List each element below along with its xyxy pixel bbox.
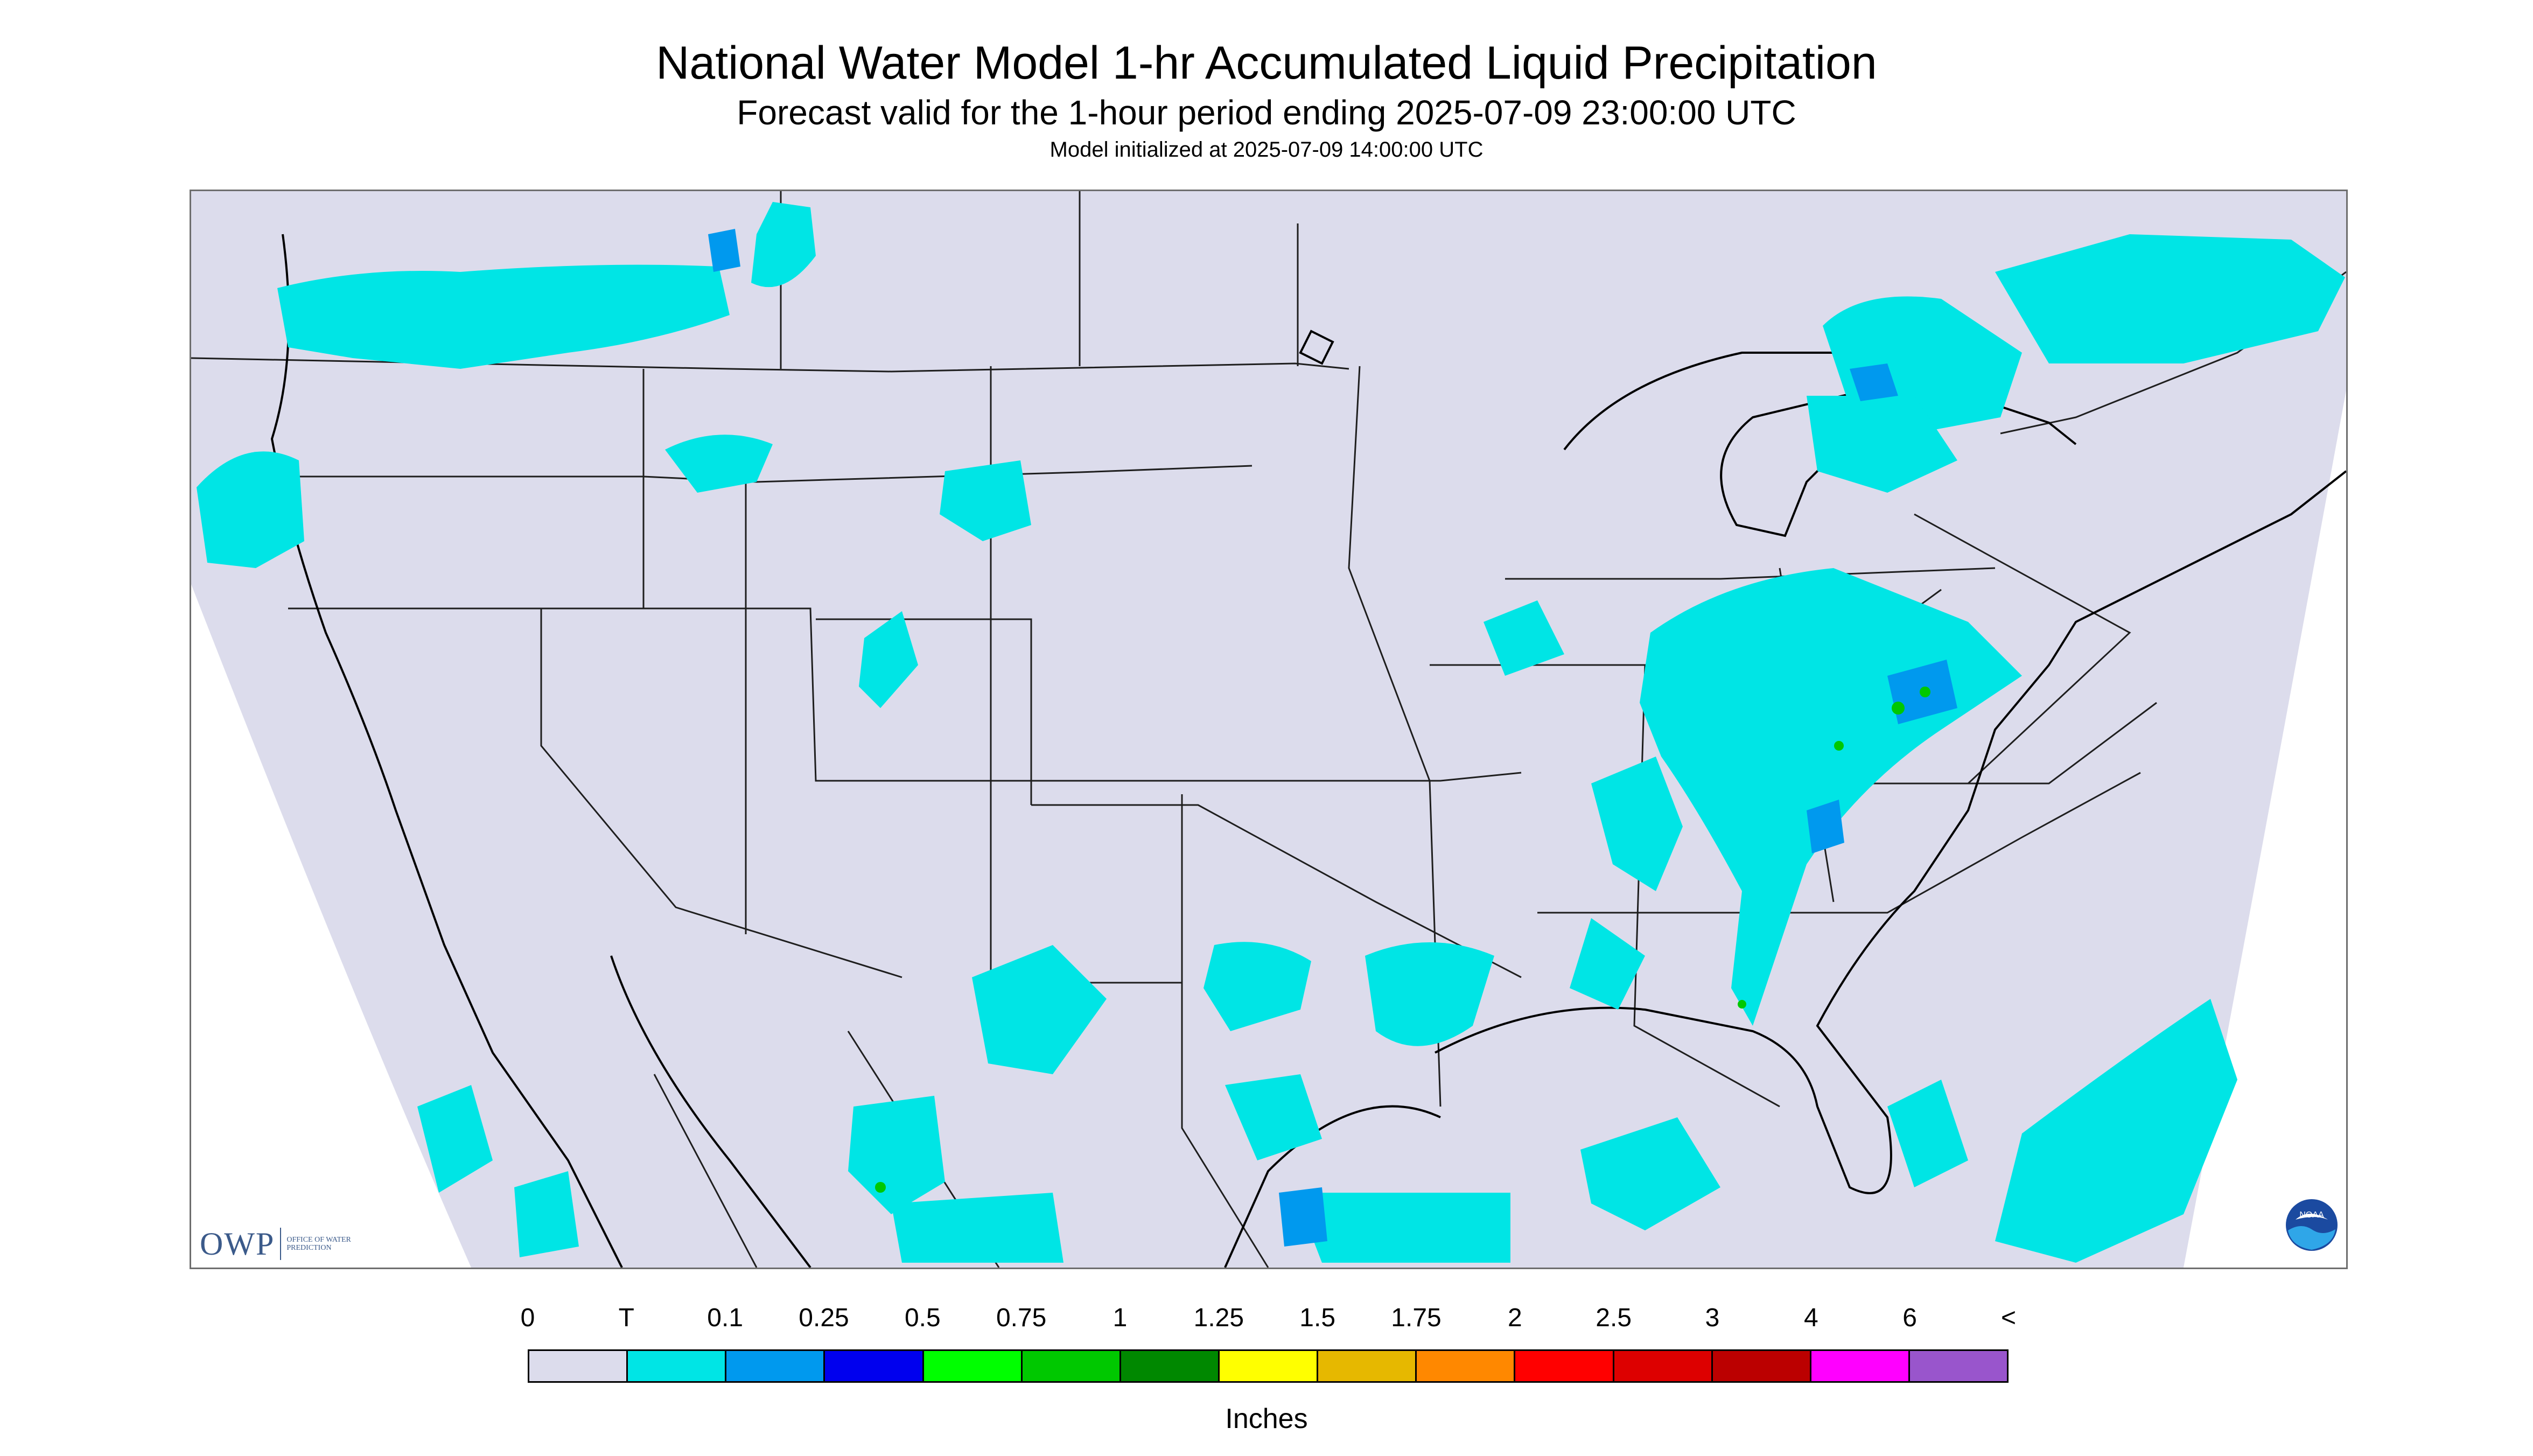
legend-label: 0.75 xyxy=(996,1304,1047,1332)
model-init-note: Model initialized at 2025-07-09 14:00:00… xyxy=(1049,138,1484,162)
svg-text:NOAA: NOAA xyxy=(2299,1210,2324,1220)
legend-swatch xyxy=(726,1351,825,1381)
legend-label: 0 xyxy=(520,1304,535,1332)
map-canvas xyxy=(191,191,2346,1268)
precipitation-intense xyxy=(875,687,1930,1193)
legend-label: 3 xyxy=(1705,1304,1720,1332)
legend-swatch xyxy=(923,1351,1023,1381)
map-title: National Water Model 1-hr Accumulated Li… xyxy=(656,37,1877,89)
legend-label: 1.5 xyxy=(1299,1304,1336,1332)
legend-swatch xyxy=(529,1351,628,1381)
owp-logo-divider xyxy=(280,1228,282,1260)
owp-logo: OWP OFFICE OF WATER PREDICTION xyxy=(200,1225,362,1263)
noaa-logo: NOAA xyxy=(2286,1199,2338,1251)
legend-swatch xyxy=(1318,1351,1417,1381)
legend-label: 0.25 xyxy=(799,1304,849,1332)
legend-label: 4 xyxy=(1803,1304,1818,1332)
precipitation-map: OWP OFFICE OF WATER PREDICTION NOAA xyxy=(190,190,2348,1269)
legend-label: T xyxy=(618,1304,634,1332)
legend-label: 1 xyxy=(1112,1304,1128,1332)
legend-swatch xyxy=(1712,1351,1811,1381)
legend-swatch xyxy=(1515,1351,1614,1381)
legend-label: 2 xyxy=(1507,1304,1522,1332)
legend-units-label: Inches xyxy=(1225,1403,1308,1434)
legend-swatch xyxy=(1121,1351,1220,1381)
legend-swatch xyxy=(1219,1351,1319,1381)
legend-bar xyxy=(528,1349,2009,1383)
legend-swatch xyxy=(1909,1351,2007,1381)
color-legend: 0 T 0.1 0.25 0.5 0.75 1 1.25 1.5 1.75 2 2.5 3 4 6 < xyxy=(521,1303,2016,1384)
legend-label: < xyxy=(2000,1304,2017,1332)
state-boundaries xyxy=(191,191,2346,1268)
legend-swatch xyxy=(1614,1351,1713,1381)
legend-swatch xyxy=(1022,1351,1121,1381)
legend-swatch xyxy=(1417,1351,1516,1381)
legend-label: 0.5 xyxy=(904,1304,941,1332)
legend-label: 0.1 xyxy=(707,1304,744,1332)
legend-swatch xyxy=(825,1351,924,1381)
map-subtitle: Forecast valid for the 1-hour period end… xyxy=(737,93,1796,132)
legend-swatch xyxy=(1811,1351,1910,1381)
owp-logo-mark: OWP xyxy=(200,1226,275,1262)
coastlines xyxy=(270,234,2346,1268)
legend-label: 1.25 xyxy=(1193,1304,1244,1332)
legend-swatch xyxy=(628,1351,727,1381)
owp-logo-text: OFFICE OF WATER PREDICTION xyxy=(286,1236,351,1252)
legend-label: 6 xyxy=(1902,1304,1918,1332)
legend-label: 1.75 xyxy=(1391,1304,1442,1332)
legend-label: 2.5 xyxy=(1596,1304,1632,1332)
